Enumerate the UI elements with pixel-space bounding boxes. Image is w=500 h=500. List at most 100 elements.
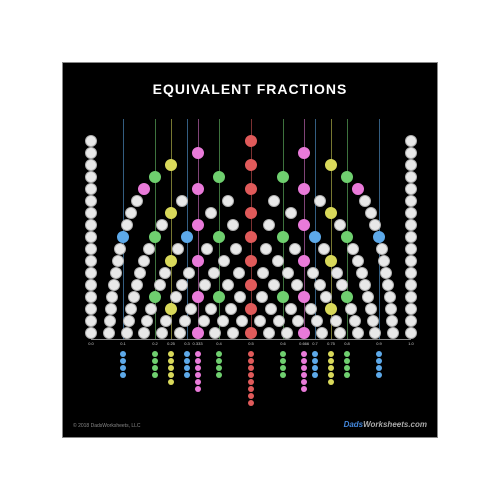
equiv-dot	[195, 358, 201, 364]
fraction-circle	[325, 207, 337, 219]
brand-word-1: Dads	[344, 420, 364, 429]
fraction-circle	[291, 279, 303, 291]
equiv-column	[184, 351, 190, 378]
fraction-circle	[356, 267, 368, 279]
fraction-circle	[359, 279, 371, 291]
fraction-circle	[85, 147, 97, 159]
fraction-circle	[201, 243, 213, 255]
fraction-circle	[222, 195, 234, 207]
fraction-circle	[198, 315, 210, 327]
fraction-circle	[85, 135, 97, 147]
fraction-circle	[85, 231, 97, 243]
fraction-circle	[131, 279, 143, 291]
fraction-circle	[233, 267, 245, 279]
page-title: EQUIVALENT FRACTIONS	[63, 81, 437, 97]
equiv-column	[195, 351, 201, 392]
equiv-dot	[280, 365, 286, 371]
fraction-circle	[149, 291, 161, 303]
fraction-circle	[347, 243, 359, 255]
equiv-dot	[301, 351, 307, 357]
fraction-circle	[405, 291, 417, 303]
fraction-circle	[134, 267, 146, 279]
equiv-column	[248, 351, 254, 406]
axis-tick-label: 0.3	[184, 341, 190, 346]
fraction-circle	[405, 135, 417, 147]
equiv-dot	[195, 386, 201, 392]
fraction-circle	[365, 207, 377, 219]
fraction-circle	[405, 327, 417, 339]
fraction-circle	[298, 183, 310, 195]
fraction-circle	[172, 243, 184, 255]
fraction-circle	[103, 327, 115, 339]
equiv-dot	[312, 372, 318, 378]
fraction-circle	[85, 159, 97, 171]
equiv-dot	[120, 351, 126, 357]
equiv-dot	[168, 379, 174, 385]
fraction-circle	[359, 195, 371, 207]
fraction-circle	[192, 255, 204, 267]
copyright-text: © 2018 DadsWorksheets, LLC	[73, 423, 141, 429]
equiv-dot	[328, 379, 334, 385]
fraction-circle	[334, 219, 346, 231]
fraction-circle	[225, 303, 237, 315]
equiv-dot	[152, 358, 158, 364]
fraction-circle	[149, 171, 161, 183]
equiv-dot	[216, 372, 222, 378]
fraction-circle	[277, 291, 289, 303]
equiv-dot	[328, 365, 334, 371]
fraction-circle	[213, 291, 225, 303]
fraction-circle	[85, 183, 97, 195]
fraction-circle	[165, 255, 177, 267]
fraction-circle	[218, 255, 230, 267]
equiv-column	[301, 351, 307, 392]
fraction-chart	[91, 119, 411, 339]
fraction-circle	[405, 315, 417, 327]
fraction-circle	[289, 243, 301, 255]
equiv-dot	[152, 372, 158, 378]
fraction-circle	[298, 291, 310, 303]
equiv-column	[376, 351, 382, 378]
equiv-dot	[376, 351, 382, 357]
axis-tick-label: 0.666	[299, 341, 309, 346]
fraction-circle	[245, 207, 257, 219]
fraction-circle	[325, 255, 337, 267]
number-line-axis	[91, 339, 411, 340]
fraction-circle	[341, 171, 353, 183]
fraction-circle	[85, 267, 97, 279]
fraction-circle	[149, 231, 161, 243]
fraction-circle	[405, 231, 417, 243]
fraction-circle	[245, 255, 257, 267]
fraction-circle	[405, 195, 417, 207]
axis-tick-label: 0.7	[312, 341, 318, 346]
fraction-circle	[159, 267, 171, 279]
fraction-circle	[298, 147, 310, 159]
fraction-circle	[85, 255, 97, 267]
fraction-circle	[192, 327, 204, 339]
fraction-circle	[185, 303, 197, 315]
equiv-dot	[328, 358, 334, 364]
equiv-dot	[120, 365, 126, 371]
fraction-circle	[85, 243, 97, 255]
axis-tick-label: 1.0	[408, 341, 414, 346]
fraction-circle	[263, 219, 275, 231]
fraction-circle	[307, 267, 319, 279]
fraction-circle	[128, 291, 140, 303]
fraction-circle	[141, 315, 153, 327]
fraction-circle	[112, 255, 124, 267]
fraction-circle	[320, 291, 332, 303]
fraction-circle	[325, 303, 337, 315]
equiv-dot	[168, 372, 174, 378]
equiv-dot	[248, 400, 254, 406]
fraction-circle	[179, 315, 191, 327]
fraction-circle	[386, 315, 398, 327]
fraction-circle	[245, 303, 257, 315]
equiv-dot	[376, 365, 382, 371]
axis-tick-label: 0.6	[280, 341, 286, 346]
equiv-dot	[152, 351, 158, 357]
equiv-dot	[152, 365, 158, 371]
fraction-circle	[268, 195, 280, 207]
fraction-circle	[277, 231, 289, 243]
fraction-circle	[217, 315, 229, 327]
fraction-circle	[352, 183, 364, 195]
fraction-circle	[352, 255, 364, 267]
